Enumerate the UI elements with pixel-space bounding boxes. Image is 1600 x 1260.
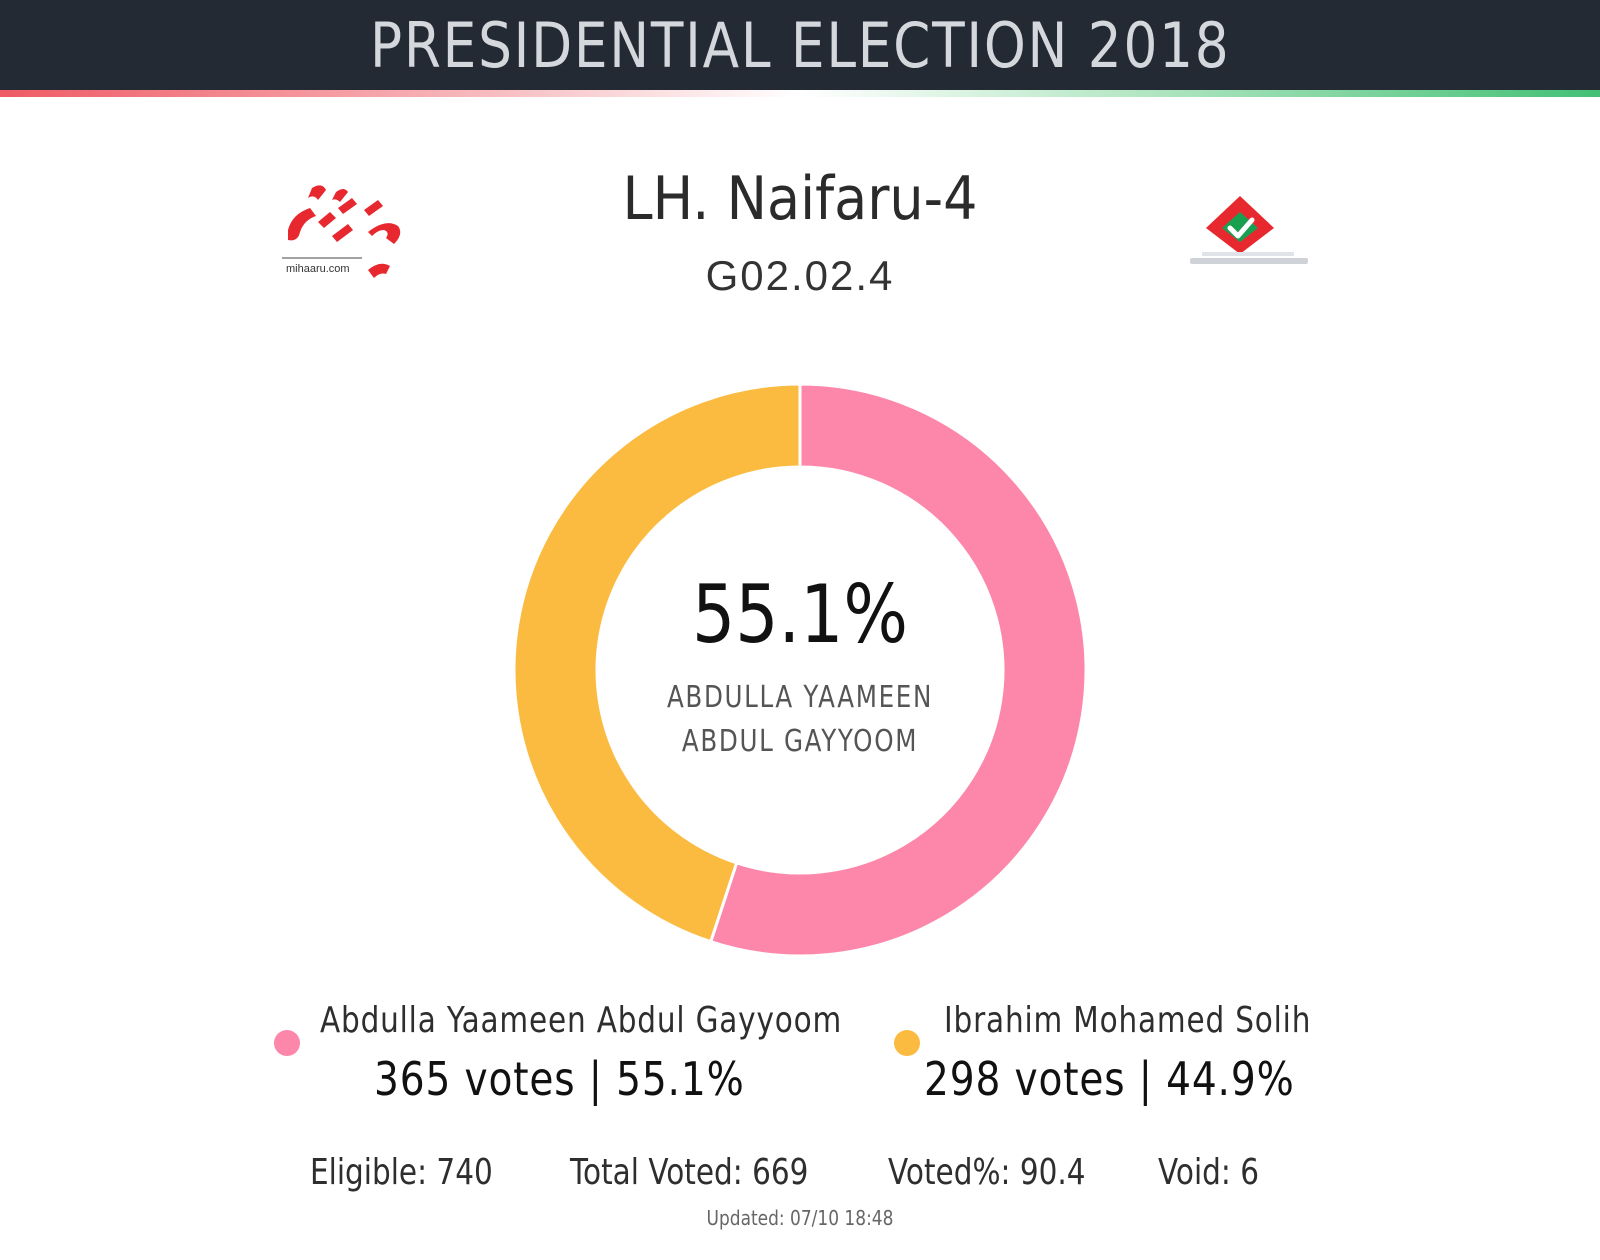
page-title: PRESIDENTIAL ELECTION 2018: [369, 8, 1231, 82]
legend-name: Abdulla Yaameen Abdul Gayyoom: [320, 1000, 843, 1041]
donut-slice-solih: [512, 382, 802, 944]
center-percent: 55.1%: [691, 568, 909, 661]
legend-votes: 365 votes | 55.1%: [374, 1052, 745, 1106]
legend-name: Ibrahim Mohamed Solih: [944, 1000, 1312, 1041]
mihaaru-logo-icon: mihaaru.com: [282, 185, 401, 278]
box-code: G02.02.4: [705, 252, 895, 299]
mihaaru-logo-text: mihaaru.com: [286, 263, 350, 275]
header-bar: PRESIDENTIAL ELECTION 2018: [0, 0, 1600, 90]
stat-eligible: Eligible: 740: [310, 1152, 493, 1193]
center-name-line2: ABDUL GAYYOOM: [681, 724, 919, 759]
location-name: LH. Naifaru-4: [622, 164, 978, 234]
donut-chart: [512, 382, 1088, 958]
header-stripe: [0, 90, 1600, 97]
updated-timestamp: Updated: 07/10 18:48: [706, 1206, 894, 1230]
stat-total-voted: Total Voted: 669: [570, 1152, 809, 1193]
legend-dot-icon: [274, 1030, 300, 1056]
donut-slice-yaameen: [708, 382, 1088, 958]
center-name-line1: ABDULLA YAAMEEN: [666, 680, 934, 715]
legend-votes: 298 votes | 44.9%: [924, 1052, 1295, 1106]
stat-voted-pct: Voted%: 90.4: [888, 1152, 1086, 1193]
center-candidate-name: ABDULLA YAAMEEN ABDUL GAYYOOM: [636, 676, 964, 764]
legend-dot-icon: [894, 1030, 920, 1056]
stat-void: Void: 6: [1158, 1152, 1260, 1193]
ballot-box-logo-icon: [1190, 196, 1308, 264]
